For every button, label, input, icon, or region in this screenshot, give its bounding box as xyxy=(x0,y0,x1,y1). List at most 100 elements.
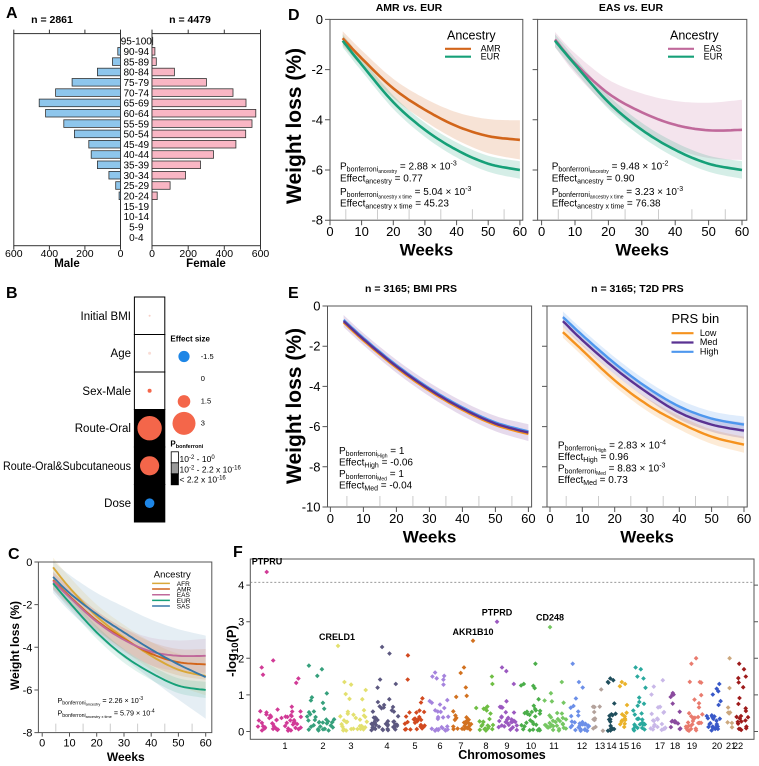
svg-text:CD248: CD248 xyxy=(536,613,564,623)
svg-text:AMR: AMR xyxy=(481,43,502,53)
svg-text:20: 20 xyxy=(389,511,403,526)
svg-text:0: 0 xyxy=(538,224,545,239)
svg-text:Route-Oral: Route-Oral xyxy=(75,423,131,435)
svg-text:EffectHigh = 0.96: EffectHigh = 0.96 xyxy=(558,452,629,464)
svg-text:Ancestry: Ancestry xyxy=(670,29,719,43)
svg-text:EAS: EAS xyxy=(177,592,191,599)
svg-text:Weeks: Weeks xyxy=(615,241,669,260)
svg-text:11: 11 xyxy=(549,741,559,751)
svg-text:0: 0 xyxy=(546,511,553,526)
svg-text:20: 20 xyxy=(601,224,615,239)
svg-text:-2: -2 xyxy=(311,62,323,77)
svg-text:EUR: EUR xyxy=(704,51,724,61)
svg-text:Weight loss (%): Weight loss (%) xyxy=(283,48,306,204)
svg-text:10-2 - 2.2 x 10-16: 10-2 - 2.2 x 10-16 xyxy=(180,465,242,475)
svg-text:-8: -8 xyxy=(309,459,321,474)
svg-text:Ancestry: Ancestry xyxy=(447,29,496,43)
svg-text:EffectMed = -0.04: EffectMed = -0.04 xyxy=(339,481,413,493)
svg-text:5-9: 5-9 xyxy=(129,223,144,234)
svg-text:D: D xyxy=(288,7,300,24)
svg-text:A: A xyxy=(6,5,18,22)
svg-text:Effectancestry = 0.90: Effectancestry = 0.90 xyxy=(552,174,635,186)
svg-text:EAS vs. EUR: EAS vs. EUR xyxy=(599,2,664,14)
svg-text:-10: -10 xyxy=(302,500,321,515)
svg-text:14: 14 xyxy=(606,741,616,751)
svg-text:Weeks: Weeks xyxy=(107,750,145,764)
svg-text:55-59: 55-59 xyxy=(124,119,150,130)
svg-text:Med: Med xyxy=(700,337,718,347)
svg-text:12: 12 xyxy=(577,741,587,751)
svg-text:Weeks: Weeks xyxy=(620,528,674,547)
svg-text:0: 0 xyxy=(39,738,45,750)
svg-text:-1.5: -1.5 xyxy=(201,352,214,361)
svg-text:10-2 - 100: 10-2 - 100 xyxy=(180,454,216,464)
svg-text:4: 4 xyxy=(238,580,244,592)
svg-text:Effectancestry = 0.77: Effectancestry = 0.77 xyxy=(340,174,423,186)
svg-text:400: 400 xyxy=(41,248,59,260)
svg-text:17: 17 xyxy=(655,741,665,751)
svg-text:EAS: EAS xyxy=(704,43,722,53)
svg-text:60: 60 xyxy=(521,511,535,526)
svg-text:Sex-Male: Sex-Male xyxy=(82,386,131,398)
svg-text:EUR: EUR xyxy=(177,598,191,605)
svg-text:1: 1 xyxy=(238,690,244,702)
svg-text:85-89: 85-89 xyxy=(124,57,150,68)
svg-text:2: 2 xyxy=(238,653,244,665)
svg-text:Weight loss (%): Weight loss (%) xyxy=(8,601,22,690)
svg-text:Male: Male xyxy=(54,258,80,270)
svg-text:6: 6 xyxy=(437,741,442,751)
svg-text:15-19: 15-19 xyxy=(124,202,150,213)
svg-text:10: 10 xyxy=(356,511,370,526)
svg-text:20: 20 xyxy=(607,511,621,526)
svg-text:200: 200 xyxy=(179,248,197,260)
svg-text:-4: -4 xyxy=(23,642,33,654)
svg-text:Low: Low xyxy=(700,328,717,338)
svg-text:1.5: 1.5 xyxy=(201,397,211,406)
svg-text:400: 400 xyxy=(216,248,234,260)
svg-text:4: 4 xyxy=(384,741,389,751)
svg-text:5: 5 xyxy=(412,741,417,751)
svg-text:SAS: SAS xyxy=(177,603,191,610)
svg-text:10-14: 10-14 xyxy=(124,212,150,223)
svg-text:50: 50 xyxy=(488,511,502,526)
svg-text:EffectHigh = -0.06: EffectHigh = -0.06 xyxy=(339,458,413,470)
svg-text:60: 60 xyxy=(200,738,212,750)
svg-text:0: 0 xyxy=(316,12,323,27)
svg-text:30: 30 xyxy=(640,511,654,526)
svg-text:Female: Female xyxy=(186,258,226,270)
svg-text:30: 30 xyxy=(418,224,432,239)
svg-text:Route-Oral&Subcutaneous: Route-Oral&Subcutaneous xyxy=(3,461,131,473)
svg-text:20: 20 xyxy=(386,224,400,239)
svg-text:Weeks: Weeks xyxy=(400,241,454,260)
svg-text:Ancestry: Ancestry xyxy=(154,570,191,581)
svg-text:18: 18 xyxy=(670,741,680,751)
svg-text:0-4: 0-4 xyxy=(129,233,144,244)
svg-text:Weight loss (%): Weight loss (%) xyxy=(283,328,306,484)
svg-text:B: B xyxy=(6,285,18,302)
svg-text:60-64: 60-64 xyxy=(124,109,150,120)
svg-text:-2: -2 xyxy=(23,600,33,612)
svg-text:10: 10 xyxy=(568,224,582,239)
svg-text:200: 200 xyxy=(76,248,94,260)
svg-text:30: 30 xyxy=(422,511,436,526)
svg-text:3: 3 xyxy=(201,419,205,428)
svg-text:-6: -6 xyxy=(23,685,33,697)
svg-text:-2: -2 xyxy=(309,339,321,354)
svg-text:AFR: AFR xyxy=(177,581,190,588)
svg-text:70-74: 70-74 xyxy=(124,88,150,99)
svg-text:AMR vs. EUR: AMR vs. EUR xyxy=(376,2,443,14)
svg-text:50: 50 xyxy=(481,224,495,239)
svg-text:40: 40 xyxy=(145,738,157,750)
svg-text:-log10(P): -log10(P) xyxy=(224,625,241,677)
svg-text:40: 40 xyxy=(672,511,686,526)
svg-text:-4: -4 xyxy=(311,112,323,127)
svg-text:60: 60 xyxy=(737,511,751,526)
svg-text:10: 10 xyxy=(354,224,368,239)
svg-text:40-44: 40-44 xyxy=(124,150,150,161)
svg-text:AKR1B10: AKR1B10 xyxy=(452,627,493,637)
svg-text:90-94: 90-94 xyxy=(124,47,150,58)
svg-text:Pbonferroniancestry x time = 5: Pbonferroniancestry x time = 5.79 × 10-4 xyxy=(58,709,155,719)
svg-text:PTPRD: PTPRD xyxy=(482,608,513,618)
svg-text:Age: Age xyxy=(111,348,131,360)
svg-text:0: 0 xyxy=(149,248,155,260)
